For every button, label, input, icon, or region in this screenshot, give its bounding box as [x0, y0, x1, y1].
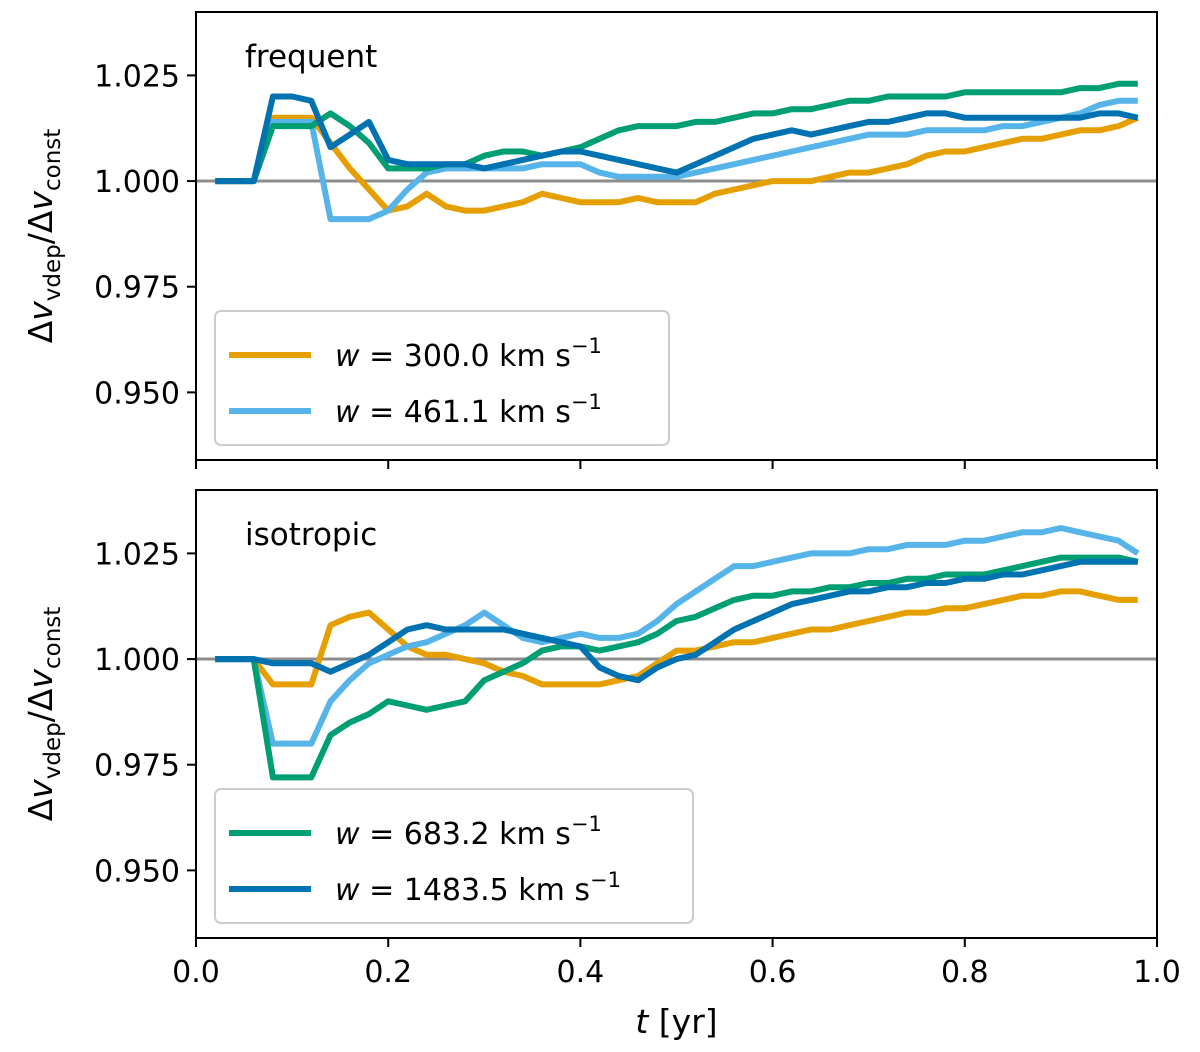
panel-annotation-top: frequent [245, 39, 377, 75]
x-tick-label-bottom-4: 0.8 [941, 955, 989, 990]
series-line-top-0 [215, 114, 1140, 214]
x-tick-label-bottom-0: 0.0 [172, 955, 220, 990]
legend-label-top-1: w = 461.1 km s−1 [335, 390, 602, 430]
legend-bottom: w = 683.2 km s−1 w = 1483.5 km s−1 [214, 788, 694, 924]
panel-annotation-bottom: isotropic [245, 517, 377, 553]
y-tick-label-top-3: 1.025 [94, 59, 180, 94]
legend-box-top [214, 310, 670, 446]
y-tick-label-top-1: 0.975 [94, 271, 180, 306]
y-tick-label-bottom-1: 0.975 [94, 749, 180, 784]
y-tick-label-bottom-0: 0.950 [94, 854, 180, 889]
y-tick-label-bottom-2: 1.000 [94, 643, 180, 678]
series-group-bottom [215, 525, 1140, 781]
legend-top: w = 300.0 km s−1 w = 461.1 km s−1 [214, 310, 670, 446]
y-axis-label-top: Δvvdep/Δvconst [21, 129, 66, 344]
axes-frame-bottom [195, 489, 1158, 939]
legend-box-bottom [214, 788, 694, 924]
series-line-top-2 [215, 80, 1138, 185]
legend-label-top-0: w = 300.0 km s−1 [335, 334, 602, 374]
series-line-bottom-0 [215, 588, 1138, 688]
series-line-bottom-3 [215, 558, 1138, 684]
x-tick-label-bottom-1: 0.2 [364, 955, 412, 990]
panel-bottom: 0.950 0.975 1.000 1.025 0.0 0.2 0.4 0.6 0.8 1.0 is… [21, 489, 1181, 1041]
series-line-bottom-2 [215, 554, 1139, 781]
legend-label-bottom-1: w = 1483.5 km s−1 [335, 868, 621, 908]
series-line-top-3 [215, 93, 1139, 185]
x-tick-label-bottom-2: 0.4 [557, 955, 605, 990]
x-tick-label-bottom-5: 1.0 [1133, 955, 1181, 990]
series-line-top-1 [215, 97, 1138, 223]
series-line-bottom-1 [215, 525, 1140, 747]
axes-frame-top [195, 11, 1158, 461]
y-tick-label-top-2: 1.000 [94, 165, 180, 200]
x-axis-label: t [yr] [635, 1002, 717, 1041]
y-tick-label-bottom-3: 1.025 [94, 537, 180, 572]
series-group-top [215, 80, 1140, 223]
legend-label-bottom-0: w = 683.2 km s−1 [335, 812, 602, 852]
panel-top: 0.950 0.975 1.000 1.025 frequent Δvvdep/Δvcon… [21, 11, 1158, 469]
x-tick-label-bottom-3: 0.6 [749, 955, 797, 990]
y-tick-label-top-0: 0.950 [94, 376, 180, 411]
y-axis-label-bottom: Δvvdep/Δvconst [21, 607, 66, 822]
